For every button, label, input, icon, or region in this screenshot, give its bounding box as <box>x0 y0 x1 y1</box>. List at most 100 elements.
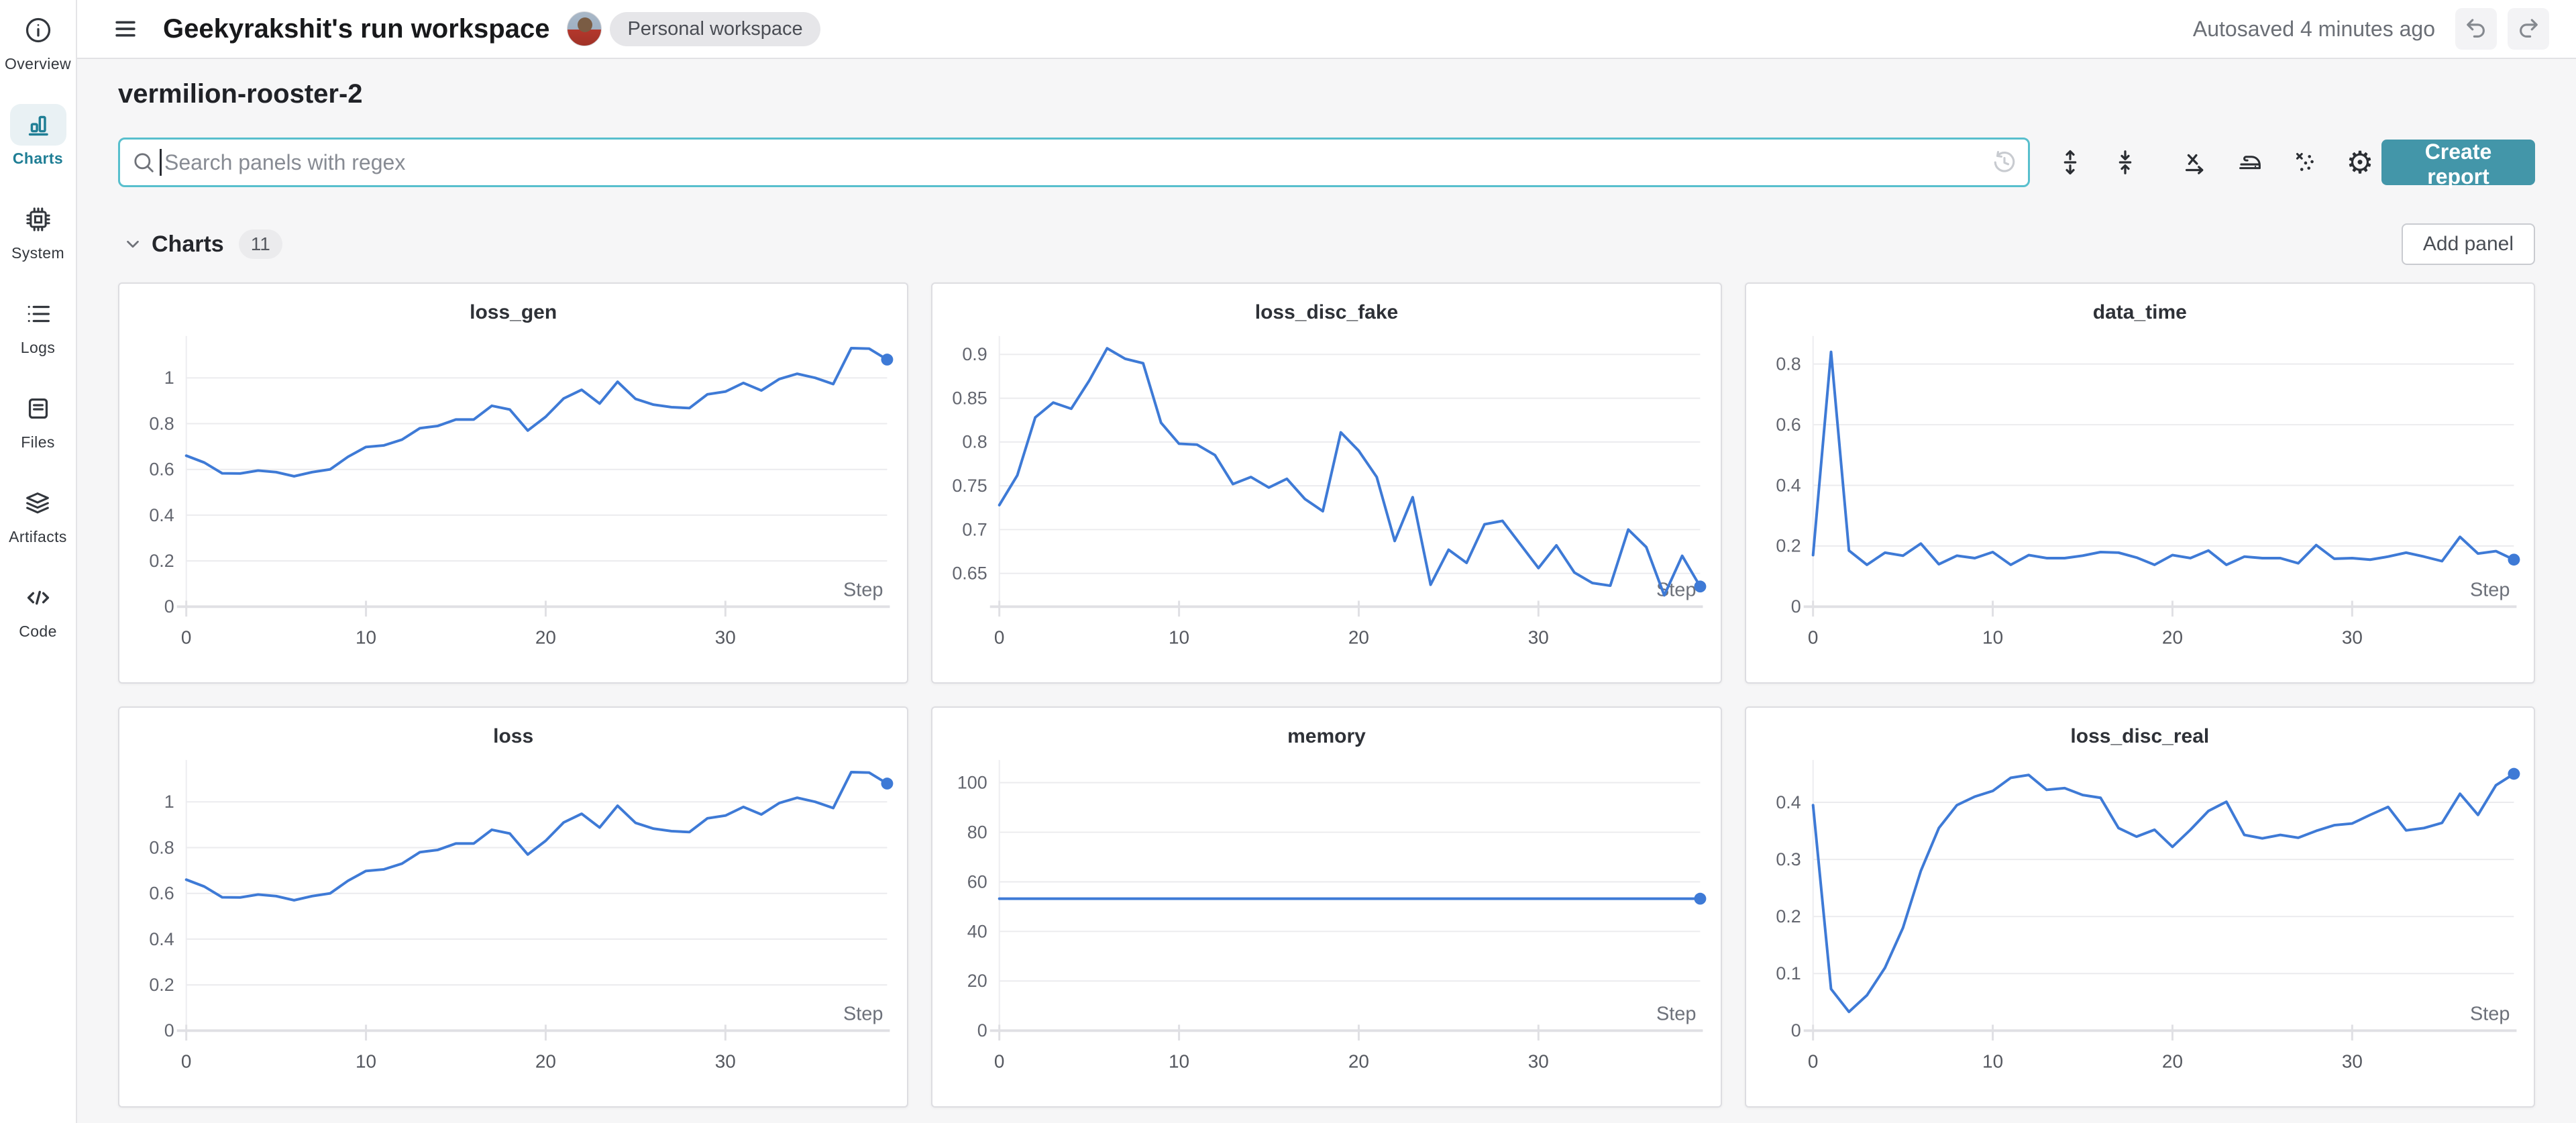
svg-text:0: 0 <box>994 1051 1005 1072</box>
x-axis-settings-button[interactable] <box>2174 141 2216 184</box>
workspace-settings-button[interactable]: ⚙ <box>2339 141 2381 184</box>
sidebar-item-logs[interactable]: Logs <box>10 293 66 357</box>
x-axis-icon <box>2185 154 2204 174</box>
svg-text:60: 60 <box>967 872 987 892</box>
line-chart: 0 0.1 0.2 0.3 0.4 0 10 20 30 Step <box>1776 759 2520 1072</box>
search-input[interactable] <box>118 138 2030 187</box>
add-panel-button[interactable]: Add panel <box>2401 223 2535 265</box>
chevron-down-icon <box>127 240 139 248</box>
svg-text:20: 20 <box>2162 627 2183 648</box>
svg-text:0.1: 0.1 <box>1776 963 1801 983</box>
chart-title: loss_disc_fake <box>1254 301 1399 323</box>
chart-title: loss_disc_real <box>2070 725 2210 747</box>
svg-text:1: 1 <box>164 368 174 388</box>
chart-panel[interactable]: loss_disc_fake 0.65 0.7 0.75 0.8 0.85 0.9 0 10 2… <box>931 282 1722 684</box>
sidebar-item-charts[interactable]: Charts <box>9 104 66 168</box>
expand-panels-button[interactable] <box>2049 141 2092 184</box>
svg-text:30: 30 <box>715 1051 736 1072</box>
panel-search <box>118 138 2030 187</box>
sidebar-item-label: Charts <box>12 150 64 167</box>
svg-text:0: 0 <box>977 1020 987 1040</box>
svg-text:30: 30 <box>2341 627 2362 648</box>
sidebar-item-code[interactable]: Code <box>10 577 66 641</box>
sidebar-item-artifacts[interactable]: Artifacts <box>9 482 67 546</box>
svg-text:20: 20 <box>967 971 987 991</box>
svg-text:0.6: 0.6 <box>1776 415 1801 435</box>
sidebar-item-overview[interactable]: Overview <box>5 9 71 73</box>
svg-text:10: 10 <box>1169 1051 1189 1072</box>
svg-text:1: 1 <box>164 792 174 812</box>
panel-count-badge: 11 <box>238 229 282 259</box>
svg-text:0: 0 <box>181 627 192 648</box>
collapse-section-button[interactable] <box>118 229 148 259</box>
svg-text:0.2: 0.2 <box>1776 536 1801 556</box>
svg-text:100: 100 <box>957 773 987 793</box>
page-title: Geekyrakshit's run workspace <box>163 13 550 44</box>
svg-text:0: 0 <box>164 596 174 617</box>
svg-text:0: 0 <box>1790 596 1801 617</box>
sidebar-item-system[interactable]: System <box>10 199 66 262</box>
svg-text:0.2: 0.2 <box>149 975 174 995</box>
svg-text:0.7: 0.7 <box>963 519 987 539</box>
svg-text:Step: Step <box>843 580 883 601</box>
svg-text:0.2: 0.2 <box>1776 906 1801 926</box>
panels-grid: loss_gen 0 0.2 0.4 0.6 0.8 1 0 10 20 30 Step loss_… <box>118 282 2535 1108</box>
expand-vertical-icon <box>2063 150 2077 175</box>
outliers-button[interactable] <box>2284 141 2326 184</box>
sidebar-item-label: Code <box>19 623 57 640</box>
top-header: Geekyrakshit's run workspace Personal wo… <box>77 0 2576 59</box>
chart-panel[interactable]: loss 0 0.2 0.4 0.6 0.8 1 0 10 20 30 Step <box>118 706 909 1108</box>
svg-text:0.8: 0.8 <box>1776 354 1801 374</box>
chart-title: loss <box>493 725 534 747</box>
chart-panel[interactable]: memory 0 20 40 60 80 100 0 10 20 30 Step <box>931 706 1722 1108</box>
charts-icon <box>9 104 66 146</box>
svg-text:20: 20 <box>535 627 556 648</box>
smoothing-button[interactable] <box>2229 141 2271 184</box>
collapse-panels-button[interactable] <box>2104 141 2147 184</box>
sidebar-item-files[interactable]: Files <box>10 388 66 451</box>
sidebar-item-label: Logs <box>20 339 56 356</box>
sidebar: Overview Charts System <box>0 0 77 1123</box>
undo-button[interactable] <box>2455 8 2497 50</box>
sidebar-item-label: Artifacts <box>9 528 67 545</box>
info-icon <box>10 9 66 51</box>
svg-text:0.4: 0.4 <box>1776 792 1801 812</box>
svg-text:0.4: 0.4 <box>149 929 174 949</box>
files-icon <box>10 388 66 429</box>
chart-panel[interactable]: loss_gen 0 0.2 0.4 0.6 0.8 1 0 10 20 30 Step <box>118 282 909 684</box>
chart-panel[interactable]: loss_disc_real 0 0.1 0.2 0.3 0.4 0 10 20 30 Step <box>1744 706 2535 1108</box>
svg-text:10: 10 <box>356 627 376 648</box>
chart-panel[interactable]: data_time 0 0.2 0.4 0.6 0.8 0 10 20 30 Step <box>1744 282 2535 684</box>
sidebar-item-label: Files <box>21 433 55 451</box>
workspace-badge[interactable]: Personal workspace <box>610 11 820 46</box>
svg-text:Step: Step <box>2470 580 2510 601</box>
outliers-icon <box>2296 153 2314 171</box>
svg-text:0.3: 0.3 <box>1776 849 1801 869</box>
svg-text:80: 80 <box>967 822 987 843</box>
redo-button[interactable] <box>2508 8 2549 50</box>
svg-text:0.8: 0.8 <box>963 432 987 452</box>
svg-text:30: 30 <box>1528 1051 1549 1072</box>
svg-text:0.8: 0.8 <box>149 414 174 434</box>
search-history-icon[interactable] <box>1990 148 2019 177</box>
sidebar-item-label: Overview <box>4 55 72 72</box>
artifacts-icon <box>9 482 66 524</box>
svg-text:0: 0 <box>164 1020 174 1040</box>
menu-button[interactable] <box>105 9 146 49</box>
svg-text:0.9: 0.9 <box>963 344 987 364</box>
create-report-button[interactable]: Create report <box>2381 140 2535 189</box>
svg-text:0.85: 0.85 <box>953 388 987 409</box>
smoothing-iron-icon <box>2239 156 2261 170</box>
svg-text:0.8: 0.8 <box>149 838 174 858</box>
svg-text:0.6: 0.6 <box>149 884 174 904</box>
line-chart: 0 0.2 0.4 0.6 0.8 0 10 20 30 Step <box>1776 335 2520 648</box>
svg-text:20: 20 <box>1348 1051 1369 1072</box>
hamburger-icon <box>115 21 136 37</box>
code-icon <box>10 577 66 619</box>
svg-text:20: 20 <box>2162 1051 2183 1072</box>
gear-icon: ⚙ <box>2346 144 2374 180</box>
avatar[interactable] <box>567 11 602 46</box>
svg-text:0.75: 0.75 <box>953 476 987 496</box>
